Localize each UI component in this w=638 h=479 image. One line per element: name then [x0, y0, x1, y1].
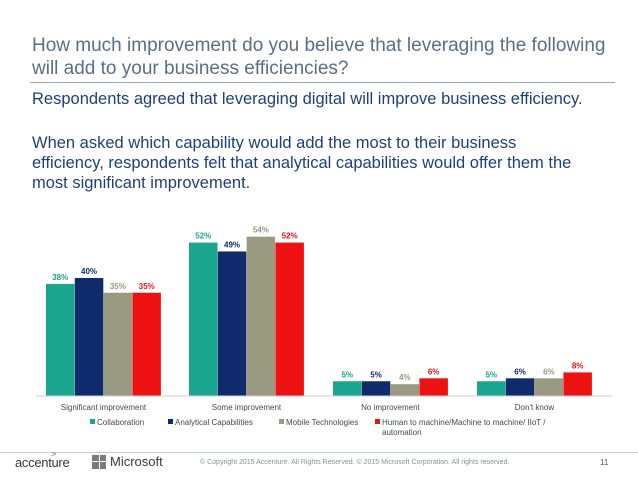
bar-3-2	[419, 378, 448, 396]
body-paragraph-1: Respondents agreed that leveraging digit…	[32, 90, 583, 108]
data-label-2-0: 35%	[110, 282, 126, 291]
data-label-1-1: 49%	[224, 240, 240, 249]
data-label-1-2: 5%	[370, 370, 382, 379]
legend-item-collaboration: Collaboration	[90, 418, 144, 427]
bar-0-3	[477, 381, 506, 396]
data-label-0-3: 5%	[485, 370, 497, 379]
accenture-logo: accenture >	[15, 449, 70, 470]
bar-0-0	[46, 283, 75, 396]
bar-2-1	[246, 236, 276, 396]
category-label-2: No improvement	[361, 403, 420, 412]
bar-2-0	[103, 292, 133, 396]
legend-label: Analytical Capabilities	[175, 418, 253, 427]
title-divider	[30, 82, 615, 83]
legend-item-mobile: Mobile Technologies	[279, 418, 358, 427]
category-label-0: Significant improvement	[61, 403, 147, 412]
legend-label: Collaboration	[97, 418, 145, 427]
data-label-1-3: 6%	[514, 367, 526, 376]
category-label-3: Don't know	[515, 403, 555, 412]
legend-swatch	[168, 419, 173, 424]
chevron-icon: >	[51, 449, 56, 459]
copyright-notice: © Copyright 2015 Accenture. All Rights R…	[200, 459, 510, 466]
data-label-0-0: 38%	[52, 273, 68, 282]
bar-0-1	[189, 242, 218, 396]
legend-label: Mobile Technologies	[286, 418, 359, 427]
legend-item-human-machine: Human to machine/Machine to machine/ IIo…	[375, 418, 555, 438]
bar-1-3	[505, 378, 535, 396]
bar-2-3	[534, 378, 564, 396]
bar-3-3	[563, 372, 592, 396]
body-paragraph-2: When asked which capability would add th…	[32, 134, 572, 192]
legend-swatch	[90, 419, 95, 424]
slide-title: How much improvement do you believe that…	[32, 35, 606, 79]
data-label-0-1: 52%	[195, 232, 211, 241]
windows-grid-icon	[92, 454, 106, 469]
microsoft-wordmark: Microsoft	[110, 454, 163, 469]
chart-legend: Collaboration Analytical Capabilities Mo…	[90, 418, 560, 448]
bar-3-1	[275, 242, 304, 396]
bar-0-2	[333, 381, 362, 396]
data-label-2-1: 54%	[253, 226, 269, 235]
data-label-2-3: 6%	[543, 367, 555, 376]
bar-1-1	[217, 251, 247, 396]
data-label-3-1: 52%	[282, 232, 298, 241]
legend-item-analytical: Analytical Capabilities	[168, 418, 253, 427]
bar-2-2	[390, 384, 420, 396]
data-label-3-2: 6%	[428, 367, 440, 376]
bar-1-0	[74, 278, 104, 396]
data-label-3-3: 8%	[572, 361, 584, 370]
data-label-2-2: 4%	[399, 373, 411, 382]
data-label-3-0: 35%	[139, 282, 155, 291]
legend-swatch	[375, 419, 380, 424]
data-label-0-2: 5%	[341, 370, 353, 379]
microsoft-logo: Microsoft	[92, 454, 163, 469]
legend-label: Human to machine/Machine to machine/ IIo…	[382, 418, 546, 437]
legend-swatch	[279, 419, 284, 424]
bar-1-2	[361, 381, 391, 396]
accenture-wordmark: accenture	[15, 455, 70, 470]
footer-divider	[0, 452, 638, 453]
data-label-1-0: 40%	[81, 267, 97, 276]
page-number: 11	[600, 458, 609, 467]
category-label-1: Some improvement	[212, 403, 282, 412]
bar-3-0	[132, 292, 161, 396]
